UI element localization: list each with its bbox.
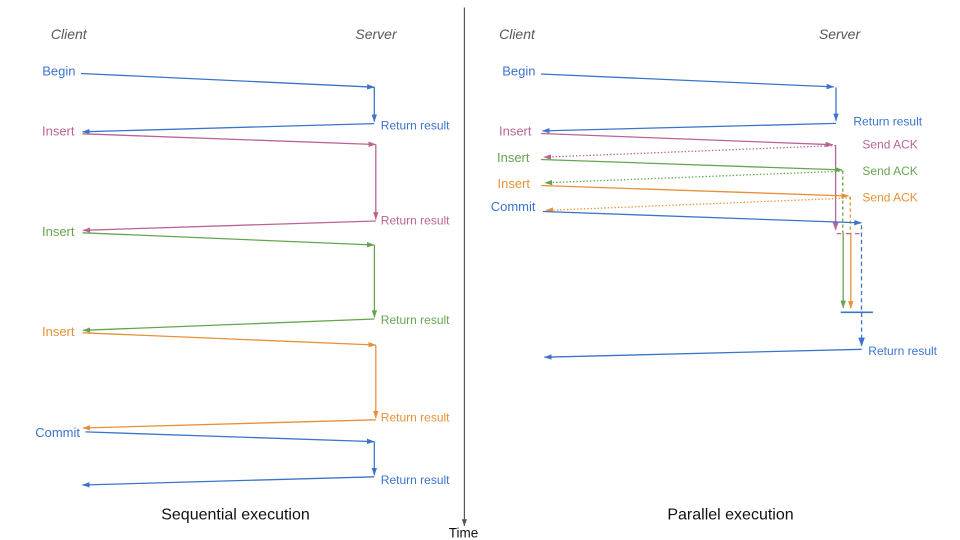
svg-text:Return result: Return result [381,118,450,132]
svg-text:Client: Client [499,26,536,42]
svg-text:Insert: Insert [42,224,75,239]
svg-text:Return result: Return result [853,114,922,128]
svg-text:Insert: Insert [499,124,532,139]
svg-text:Server: Server [819,26,862,42]
svg-text:Return result: Return result [868,344,937,358]
svg-text:Parallel execution: Parallel execution [667,506,793,523]
svg-text:Sequential execution: Sequential execution [161,506,310,523]
svg-text:Send ACK: Send ACK [862,164,917,178]
svg-text:Send ACK: Send ACK [862,190,917,204]
svg-text:Begin: Begin [42,64,75,79]
svg-text:Commit: Commit [491,199,536,214]
svg-text:Commit: Commit [35,425,80,440]
svg-text:Server: Server [355,26,398,42]
svg-text:Return result: Return result [381,411,450,425]
svg-text:Begin: Begin [502,64,535,79]
svg-text:Insert: Insert [497,150,530,165]
svg-text:Time: Time [449,526,479,540]
svg-text:Return result: Return result [381,213,450,227]
svg-text:Insert: Insert [497,176,530,191]
svg-text:Insert: Insert [42,324,75,339]
svg-text:Client: Client [51,26,88,42]
svg-text:Insert: Insert [42,124,75,139]
svg-text:Return result: Return result [381,313,450,327]
svg-text:Send ACK: Send ACK [862,137,917,151]
svg-text:Return result: Return result [381,473,450,487]
